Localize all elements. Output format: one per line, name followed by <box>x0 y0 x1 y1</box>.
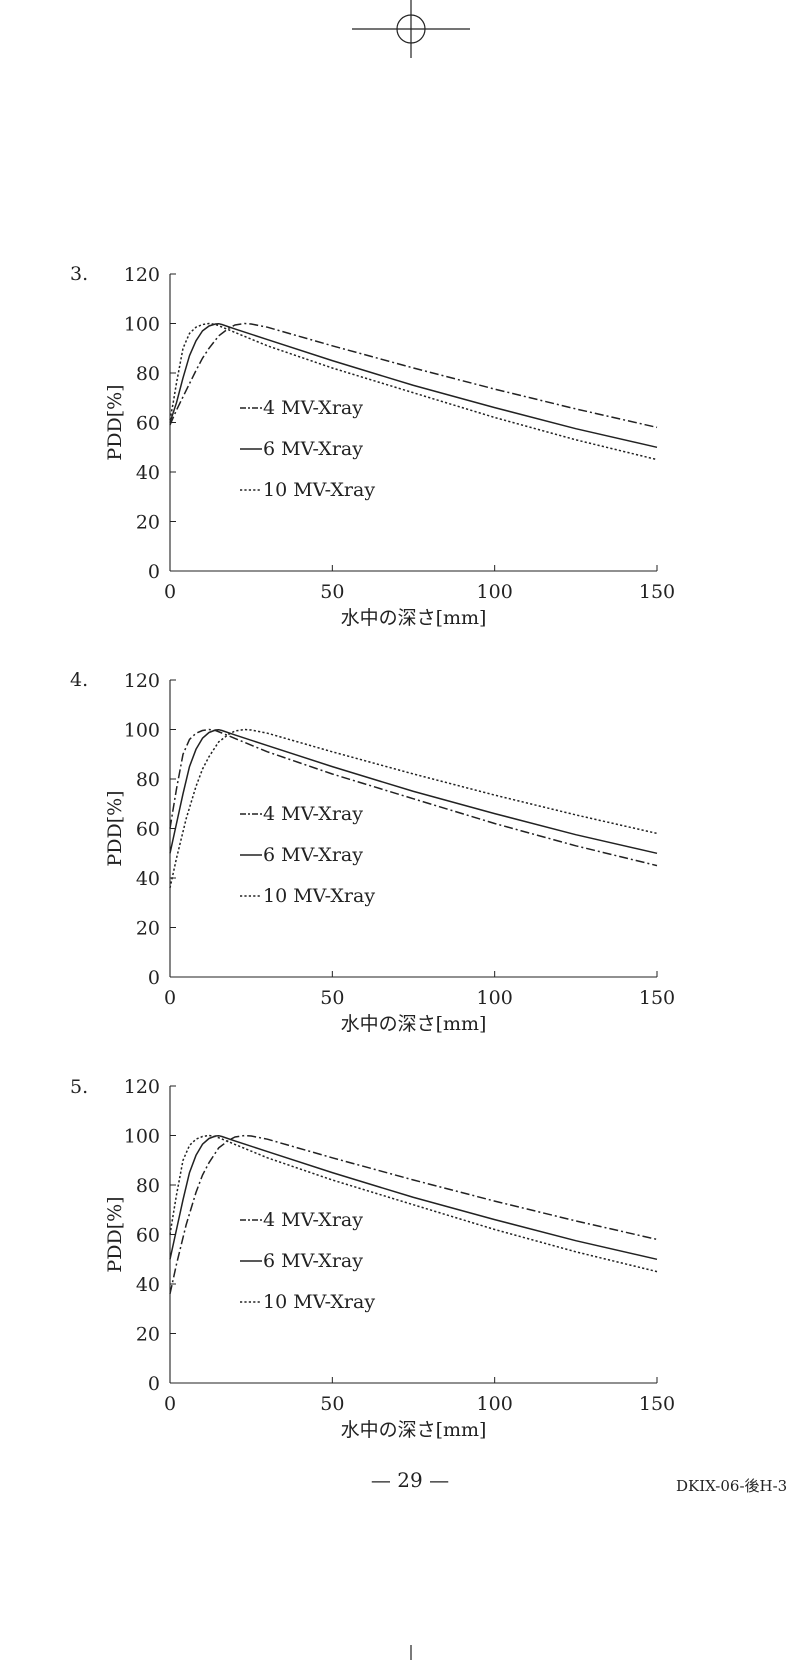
series-line-1 <box>169 728 658 855</box>
x-tick-label: 50 <box>320 1393 344 1415</box>
legend-label: 10 MV-Xray <box>263 885 375 907</box>
x-tick-label: 0 <box>164 987 176 1009</box>
y-tick-label: 80 <box>136 769 160 791</box>
pdd-chart-3: 0 20 40 60 80 100 120 0 50 100 150 水中の深さ[mm] PDD[%] 4… <box>104 264 675 629</box>
legend-label: 6 MV-Xray <box>263 844 363 866</box>
legend-label: 6 MV-Xray <box>263 1250 363 1272</box>
y-tick-label: 0 <box>148 1373 160 1395</box>
y-tick-label: 80 <box>136 363 160 385</box>
page-number: — 29 — <box>370 1468 450 1492</box>
y-tick-label: 120 <box>124 670 160 692</box>
question-number-5: 5. <box>70 1076 89 1098</box>
y-tick-label: 120 <box>124 264 160 286</box>
y-tick-label: 40 <box>136 868 160 890</box>
series-line-2 <box>169 1134 658 1273</box>
x-tick-label: 50 <box>320 987 344 1009</box>
x-tick-label: 0 <box>164 581 176 603</box>
y-tick-label: 60 <box>136 1225 160 1247</box>
series-line-0 <box>169 728 658 867</box>
x-axis-label: 水中の深さ[mm] <box>341 1419 487 1441</box>
x-tick-label: 150 <box>639 987 675 1009</box>
y-tick-label: 0 <box>148 561 160 583</box>
x-axis-label: 水中の深さ[mm] <box>341 607 487 629</box>
legend-label: 4 MV-Xray <box>263 397 363 419</box>
document-code: DKIX-06-後H-3 <box>676 1477 788 1495</box>
x-tick-label: 100 <box>477 1393 513 1415</box>
x-tick-label: 0 <box>164 1393 176 1415</box>
series-line-2 <box>169 322 658 461</box>
legend-label: 10 MV-Xray <box>263 479 375 501</box>
y-tick-label: 20 <box>136 512 160 534</box>
y-tick-label: 120 <box>124 1076 160 1098</box>
y-tick-label: 60 <box>136 819 160 841</box>
x-tick-label: 100 <box>477 987 513 1009</box>
y-axis-label: PDD[%] <box>104 790 126 866</box>
y-axis-label: PDD[%] <box>104 1196 126 1272</box>
x-axis-label: 水中の深さ[mm] <box>341 1013 487 1035</box>
y-tick-label: 40 <box>136 462 160 484</box>
series-line-0 <box>169 1134 658 1295</box>
series-line-0 <box>169 322 658 429</box>
legend-label: 4 MV-Xray <box>263 803 363 825</box>
y-tick-label: 20 <box>136 1324 160 1346</box>
legend-label: 10 MV-Xray <box>263 1291 375 1313</box>
legend-label: 6 MV-Xray <box>263 438 363 460</box>
series-line-1 <box>169 322 658 449</box>
question-number-4: 4. <box>70 669 89 691</box>
x-tick-label: 150 <box>639 1393 675 1415</box>
x-tick-label: 150 <box>639 581 675 603</box>
y-tick-label: 40 <box>136 1274 160 1296</box>
series-line-1 <box>169 1134 658 1261</box>
y-tick-label: 100 <box>124 1126 160 1148</box>
pdd-chart-5: 0 20 40 60 80 100 120 0 50 100 150 水中の深さ[mm] PDD[%] 4… <box>104 1076 675 1441</box>
series-line-2 <box>169 728 658 889</box>
y-tick-label: 20 <box>136 918 160 940</box>
y-tick-label: 80 <box>136 1175 160 1197</box>
legend-label: 4 MV-Xray <box>263 1209 363 1231</box>
x-tick-label: 100 <box>477 581 513 603</box>
pdd-chart-4: 0 20 40 60 80 100 120 0 50 100 150 水中の深さ[mm] PDD[%] 4… <box>104 670 675 1035</box>
y-tick-label: 100 <box>124 314 160 336</box>
y-axis-label: PDD[%] <box>104 384 126 460</box>
y-tick-label: 100 <box>124 720 160 742</box>
y-tick-label: 60 <box>136 413 160 435</box>
x-tick-label: 50 <box>320 581 344 603</box>
question-number-3: 3. <box>70 263 89 285</box>
y-tick-label: 0 <box>148 967 160 989</box>
